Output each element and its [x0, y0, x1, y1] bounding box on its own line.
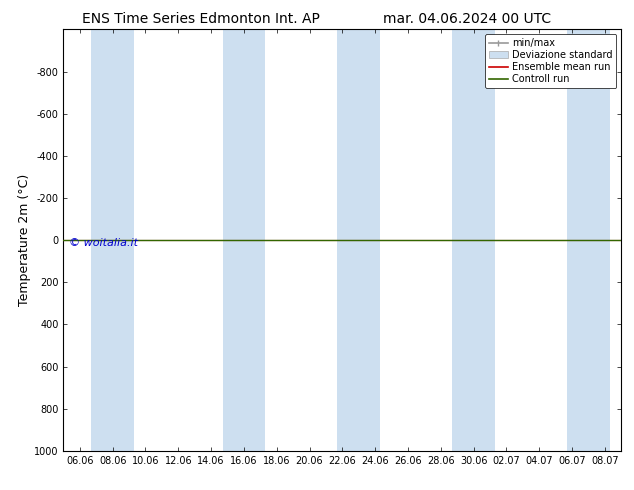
Bar [567, 29, 610, 451]
Bar [91, 29, 134, 451]
Text: © woitalia.it: © woitalia.it [69, 238, 138, 248]
Text: ENS Time Series Edmonton Int. AP: ENS Time Series Edmonton Int. AP [82, 12, 320, 26]
Bar [337, 29, 380, 451]
Bar [452, 29, 495, 451]
Y-axis label: Temperature 2m (°C): Temperature 2m (°C) [18, 174, 31, 306]
Text: mar. 04.06.2024 00 UTC: mar. 04.06.2024 00 UTC [384, 12, 552, 26]
Bar [223, 29, 265, 451]
Legend: min/max, Deviazione standard, Ensemble mean run, Controll run: min/max, Deviazione standard, Ensemble m… [485, 34, 616, 88]
